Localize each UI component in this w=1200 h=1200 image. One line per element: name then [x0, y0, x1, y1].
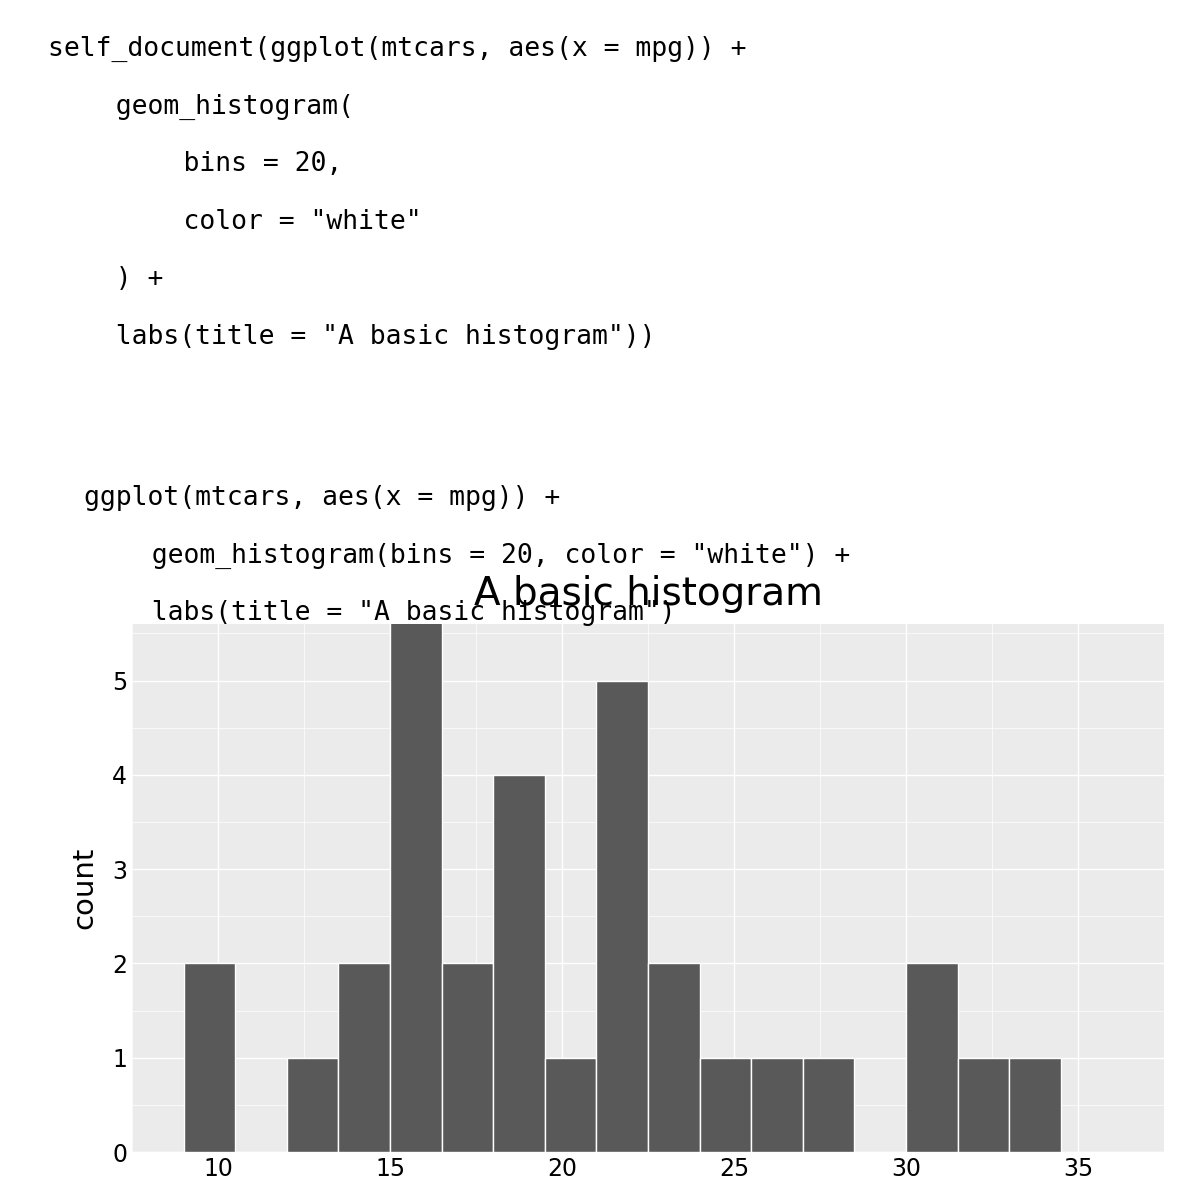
Bar [184, 964, 235, 1152]
Text: labs(title = "A basic histogram"): labs(title = "A basic histogram") [120, 600, 676, 626]
Text: labs(title = "A basic histogram")): labs(title = "A basic histogram")) [84, 324, 655, 350]
Bar [390, 587, 442, 1152]
Text: geom_histogram(: geom_histogram( [84, 94, 354, 120]
Title: A basic histogram: A basic histogram [474, 575, 822, 612]
Text: self_document(ggplot(mtcars, aes(x = mpg)) +: self_document(ggplot(mtcars, aes(x = mpg… [48, 36, 746, 62]
Bar [700, 1057, 751, 1152]
Bar [287, 1057, 338, 1152]
Y-axis label: count: count [70, 847, 98, 929]
Bar [648, 964, 700, 1152]
Bar [1009, 1057, 1061, 1152]
Bar [493, 775, 545, 1152]
Bar [803, 1057, 854, 1152]
Bar [545, 1057, 596, 1152]
Bar [958, 1057, 1009, 1152]
Bar [906, 964, 958, 1152]
X-axis label: mpg: mpg [616, 1195, 680, 1200]
Bar [596, 680, 648, 1152]
Bar [442, 964, 493, 1152]
Text: ) +: ) + [84, 266, 163, 293]
Bar [338, 964, 390, 1152]
Text: bins = 20,: bins = 20, [120, 151, 342, 178]
Text: geom_histogram(bins = 20, color = "white") +: geom_histogram(bins = 20, color = "white… [120, 542, 851, 569]
Text: ggplot(mtcars, aes(x = mpg)) +: ggplot(mtcars, aes(x = mpg)) + [84, 485, 560, 511]
Text: color = "white": color = "white" [120, 209, 421, 235]
Bar [751, 1057, 803, 1152]
